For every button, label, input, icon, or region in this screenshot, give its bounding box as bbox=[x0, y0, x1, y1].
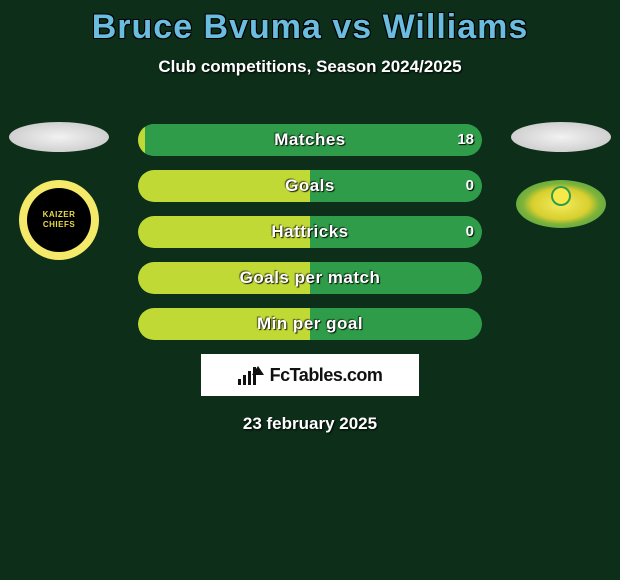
stat-value-right: 0 bbox=[466, 216, 474, 248]
player-left-placeholder-icon bbox=[9, 122, 109, 152]
stat-row-min-per-goal: Min per goal bbox=[138, 308, 482, 340]
logo-arrow-icon bbox=[252, 366, 264, 375]
page-title: Bruce Bvuma vs Williams bbox=[0, 0, 620, 47]
stat-row-matches: Matches 18 bbox=[138, 124, 482, 156]
source-logo: FcTables.com bbox=[201, 354, 419, 396]
player-left-block: KAIZERCHIEFS bbox=[4, 122, 114, 260]
stats-column: Matches 18 Goals 0 Hattricks 0 bbox=[138, 124, 482, 434]
stat-label: Hattricks bbox=[138, 216, 482, 248]
logo-text: FcTables.com bbox=[270, 365, 383, 386]
stat-value-right: 0 bbox=[466, 170, 474, 202]
stat-row-goals-per-match: Goals per match bbox=[138, 262, 482, 294]
player-right-placeholder-icon bbox=[511, 122, 611, 152]
player-right-block bbox=[506, 122, 616, 228]
subtitle: Club competitions, Season 2024/2025 bbox=[0, 57, 620, 77]
stat-value-right: 18 bbox=[457, 124, 474, 156]
stat-label: Matches bbox=[138, 124, 482, 156]
club-badge-left-icon: KAIZERCHIEFS bbox=[19, 180, 99, 260]
club-badge-right-icon bbox=[516, 180, 606, 228]
comparison-card: Bruce Bvuma vs Williams Club competition… bbox=[0, 0, 620, 580]
stat-label: Goals bbox=[138, 170, 482, 202]
club-badge-left-text: KAIZERCHIEFS bbox=[43, 210, 76, 230]
club-badge-right-sun-icon bbox=[551, 186, 571, 206]
club-badge-left-inner: KAIZERCHIEFS bbox=[27, 188, 91, 252]
date-text: 23 february 2025 bbox=[138, 414, 482, 434]
stat-row-goals: Goals 0 bbox=[138, 170, 482, 202]
stat-label: Min per goal bbox=[138, 308, 482, 340]
stat-label: Goals per match bbox=[138, 262, 482, 294]
stat-row-hattricks: Hattricks 0 bbox=[138, 216, 482, 248]
